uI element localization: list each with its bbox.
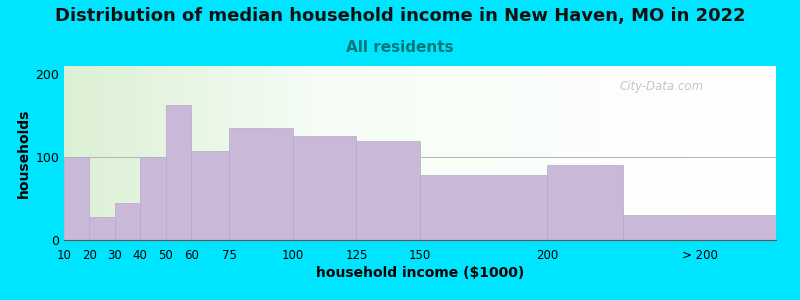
Bar xyxy=(357,141,420,240)
Bar xyxy=(115,203,140,240)
Bar xyxy=(90,217,115,240)
Bar xyxy=(64,157,90,240)
Bar xyxy=(230,128,293,240)
Bar xyxy=(420,176,547,240)
Bar xyxy=(166,105,191,240)
Bar xyxy=(191,151,230,240)
Bar xyxy=(623,215,776,240)
X-axis label: household income ($1000): household income ($1000) xyxy=(316,266,524,280)
Bar xyxy=(140,157,166,240)
Bar xyxy=(547,165,623,240)
Bar xyxy=(293,136,357,240)
Text: Distribution of median household income in New Haven, MO in 2022: Distribution of median household income … xyxy=(54,8,746,26)
Text: City-Data.com: City-Data.com xyxy=(619,80,703,93)
Text: All residents: All residents xyxy=(346,40,454,56)
Y-axis label: households: households xyxy=(17,108,31,198)
